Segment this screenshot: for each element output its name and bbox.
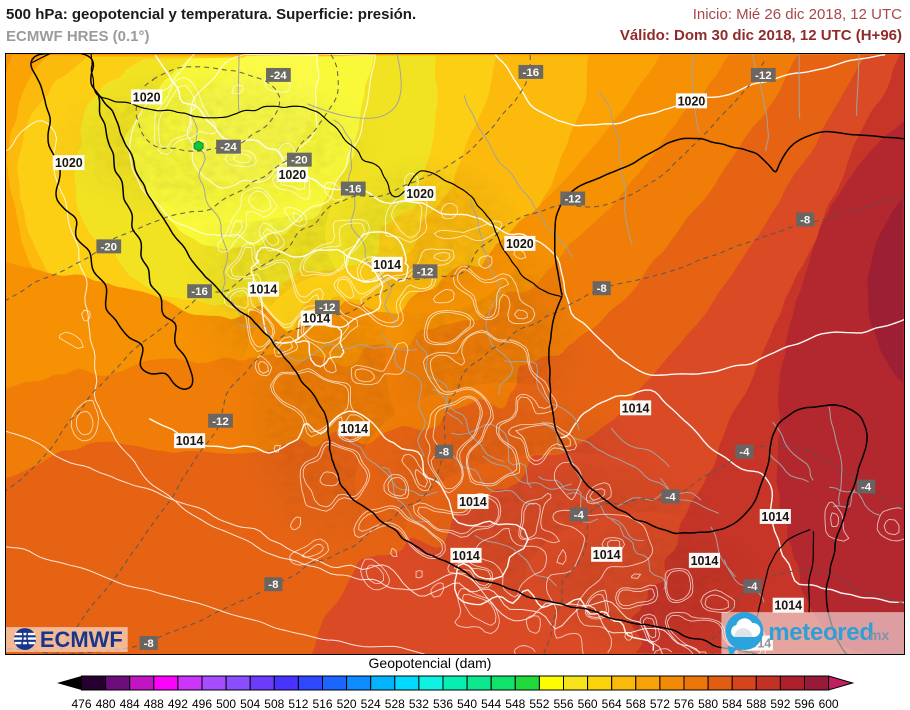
svg-text:488: 488 <box>144 697 164 710</box>
svg-text:1014: 1014 <box>176 434 204 448</box>
svg-text:-4: -4 <box>861 482 872 494</box>
svg-text:-8: -8 <box>439 447 450 459</box>
svg-text:552: 552 <box>529 697 549 710</box>
svg-text:564: 564 <box>602 697 622 710</box>
svg-text:500: 500 <box>216 697 236 710</box>
svg-text:ECMWF: ECMWF <box>40 627 123 652</box>
svg-text:544: 544 <box>481 697 501 710</box>
svg-text:1014: 1014 <box>774 599 802 613</box>
svg-text:532: 532 <box>409 697 429 710</box>
svg-text:1014: 1014 <box>373 258 401 272</box>
svg-text:-20: -20 <box>291 155 308 167</box>
svg-text:560: 560 <box>578 697 598 710</box>
svg-text:1014: 1014 <box>622 401 650 415</box>
svg-text:1020: 1020 <box>406 187 434 201</box>
svg-text:480: 480 <box>96 697 116 710</box>
svg-text:516: 516 <box>312 697 332 710</box>
svg-text:1014: 1014 <box>459 495 487 509</box>
svg-text:496: 496 <box>192 697 212 710</box>
svg-text:572: 572 <box>650 697 670 710</box>
svg-text:556: 556 <box>553 697 573 710</box>
svg-text:584: 584 <box>722 697 742 710</box>
svg-text:meteored: meteored <box>768 619 873 646</box>
svg-text:568: 568 <box>626 697 646 710</box>
svg-text:1014: 1014 <box>691 554 719 568</box>
svg-text:-4: -4 <box>665 492 676 504</box>
svg-text:-12: -12 <box>417 266 434 278</box>
svg-text:1020: 1020 <box>278 168 306 182</box>
svg-text:1020: 1020 <box>506 237 534 251</box>
svg-text:-12: -12 <box>755 70 772 82</box>
svg-text:528: 528 <box>385 697 405 710</box>
svg-text:-16: -16 <box>345 184 362 196</box>
svg-text:592: 592 <box>770 697 790 710</box>
svg-text:1020: 1020 <box>133 90 161 104</box>
svg-text:580: 580 <box>698 697 718 710</box>
svg-text:-8: -8 <box>597 283 608 295</box>
svg-text:524: 524 <box>361 697 381 710</box>
svg-text:1014: 1014 <box>250 283 278 297</box>
svg-text:-16: -16 <box>523 67 540 79</box>
svg-text:1014: 1014 <box>593 548 621 562</box>
svg-text:512: 512 <box>288 697 308 710</box>
svg-text:-4: -4 <box>574 509 585 521</box>
svg-text:484: 484 <box>120 697 140 710</box>
svg-text:588: 588 <box>746 697 766 710</box>
svg-text:-24: -24 <box>220 142 237 154</box>
svg-text:1014: 1014 <box>340 422 368 436</box>
svg-text:1020: 1020 <box>55 156 83 170</box>
svg-text:-4: -4 <box>739 447 750 459</box>
svg-text:600: 600 <box>819 697 839 710</box>
svg-text:Geopotencial (dam): Geopotencial (dam) <box>369 655 492 671</box>
svg-text:576: 576 <box>674 697 694 710</box>
svg-text:-12: -12 <box>212 416 229 428</box>
svg-text:504: 504 <box>240 697 260 710</box>
svg-text:-4: -4 <box>747 581 758 593</box>
svg-text:548: 548 <box>505 697 525 710</box>
svg-text:536: 536 <box>433 697 453 710</box>
svg-text:492: 492 <box>168 697 188 710</box>
svg-text:1014: 1014 <box>761 510 789 524</box>
svg-text:1014: 1014 <box>452 549 480 563</box>
svg-text:-12: -12 <box>564 194 581 206</box>
svg-text:476: 476 <box>71 697 91 710</box>
svg-text:-8: -8 <box>268 579 279 591</box>
svg-text:508: 508 <box>264 697 284 710</box>
svg-text:-8: -8 <box>144 638 155 650</box>
svg-text:596: 596 <box>794 697 814 710</box>
svg-text:-12: -12 <box>319 302 336 314</box>
svg-text:-8: -8 <box>800 214 811 226</box>
svg-text:1014: 1014 <box>302 312 330 326</box>
svg-text:.mx: .mx <box>865 627 889 643</box>
svg-text:540: 540 <box>457 697 477 710</box>
svg-text:1020: 1020 <box>678 94 706 108</box>
svg-text:520: 520 <box>337 697 357 710</box>
svg-text:-24: -24 <box>270 70 287 82</box>
svg-text:-16: -16 <box>191 286 208 298</box>
svg-text:-20: -20 <box>100 241 117 253</box>
